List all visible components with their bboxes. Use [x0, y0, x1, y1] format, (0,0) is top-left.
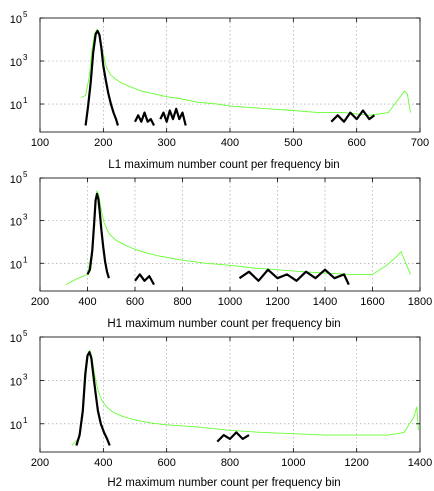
h1-ytick-exponent: 1	[23, 255, 28, 264]
l1-black-series-line	[84, 29, 119, 126]
l1-xtick-label: 100	[31, 137, 49, 149]
l1-xtick-label: 200	[94, 137, 112, 149]
l1-xtick-label: 500	[284, 137, 302, 149]
h2-ytick-exponent: 1	[23, 416, 28, 425]
h1-black-series-line	[86, 192, 110, 279]
h1-xtick-label: 800	[173, 296, 191, 308]
h2-xtick-label: 1400	[408, 457, 432, 469]
h2-ytick-label: 10	[10, 333, 22, 345]
h2-xtick-label: 1000	[281, 457, 305, 469]
l1-ytick-label: 10	[10, 57, 22, 69]
h2-ytick-label: 10	[10, 376, 22, 388]
l1-black-series-line	[330, 109, 376, 123]
l1-black-series-line	[159, 107, 187, 126]
h2-xtick-label: 200	[31, 457, 49, 469]
l1-ytick-exponent: 3	[23, 53, 28, 62]
xlabel-h1: H1 maximum number count per frequency bi…	[107, 318, 340, 330]
h2-xtick-label: 800	[221, 457, 239, 469]
l1-ytick-label: 10	[10, 14, 22, 26]
h2-black-series-line	[216, 431, 250, 443]
h1-xtick-label: 400	[78, 296, 96, 308]
l1-xtick-label: 300	[157, 137, 175, 149]
h2-xtick-label: 1200	[344, 457, 368, 469]
h1-xtick-label: 1800	[408, 296, 432, 308]
l1-xtick-label: 600	[347, 137, 365, 149]
h1-ytick-label: 10	[10, 217, 22, 229]
xlabel-h2: H2 maximum number count per frequency bi…	[107, 477, 340, 489]
l1-xtick-label: 400	[221, 137, 239, 149]
h1-xtick-label: 1600	[360, 296, 384, 308]
l1-xtick-label: 700	[411, 137, 429, 149]
h1-ytick-exponent: 3	[23, 213, 28, 222]
l1-black-series-line	[134, 111, 155, 126]
h2-ytick-exponent: 3	[23, 372, 28, 381]
l1-ytick-label: 10	[10, 100, 22, 112]
h2-ytick-label: 10	[10, 420, 22, 432]
h2-black-series-line	[75, 351, 111, 446]
h1-ytick-exponent: 5	[23, 170, 28, 179]
h1-xtick-label: 600	[126, 296, 144, 308]
xlabel-l1: L1 maximum number count per frequency bi…	[108, 159, 339, 171]
l1-ytick-exponent: 1	[23, 96, 28, 105]
h2-xtick-label: 400	[94, 457, 112, 469]
h1-ytick-label: 10	[10, 259, 22, 271]
l1-ytick-exponent: 5	[23, 10, 28, 19]
h1-xtick-label: 1400	[313, 296, 337, 308]
h1-xtick-label: 1000	[218, 296, 242, 308]
h1-xtick-label: 200	[31, 296, 49, 308]
h2-xtick-label: 600	[157, 457, 175, 469]
h1-black-series-line	[134, 273, 155, 286]
h1-black-series-line	[238, 268, 350, 286]
h1-ytick-label: 10	[10, 174, 22, 186]
h2-ytick-exponent: 5	[23, 329, 28, 338]
h1-xtick-label: 1200	[265, 296, 289, 308]
